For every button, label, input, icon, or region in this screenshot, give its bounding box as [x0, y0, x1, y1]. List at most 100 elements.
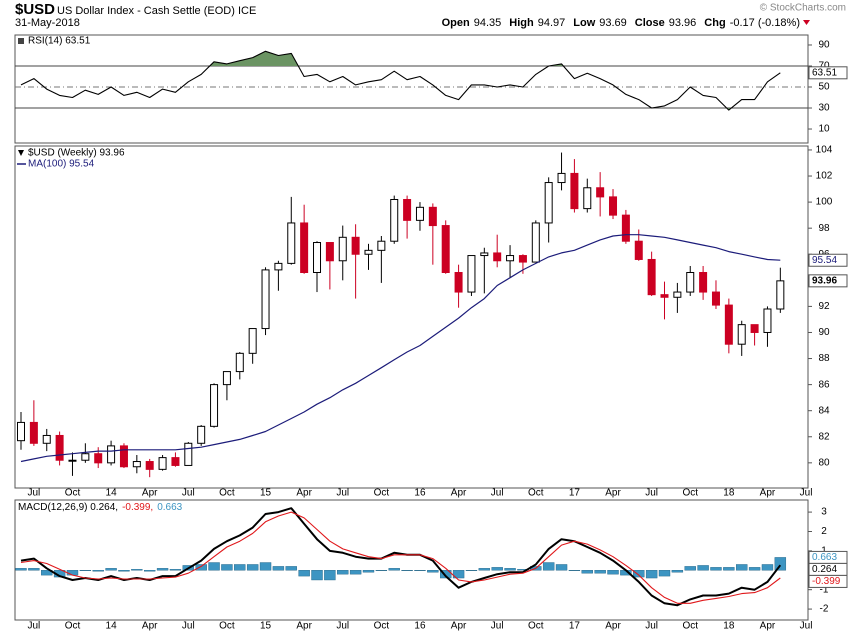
candle-body	[338, 236, 347, 262]
candle-body	[274, 262, 283, 271]
x-tick-label: Oct	[682, 488, 698, 499]
candle-body	[724, 304, 733, 345]
quote-value: 94.97	[538, 17, 566, 29]
candle-body	[596, 187, 605, 198]
candle-body	[261, 269, 270, 330]
x-tick-label: Jul	[645, 621, 658, 632]
quote: Open 94.35 High 94.97 Low 93.69 Close 93.96 Chg -…	[442, 17, 800, 29]
candle-body	[55, 434, 64, 461]
candle-body	[583, 187, 592, 210]
value-box-label: 0.264	[812, 564, 837, 575]
y-tick-label: 100	[816, 197, 833, 208]
x-tick-label: 15	[260, 621, 272, 632]
candle-body	[158, 457, 167, 470]
candle-body	[171, 457, 180, 466]
candle-body	[248, 328, 257, 354]
candle-body	[686, 272, 695, 293]
histogram-bar	[28, 568, 40, 571]
candle-body	[42, 434, 51, 444]
candle-body	[673, 291, 682, 298]
rsi-band-fill	[209, 51, 564, 66]
moving-average	[20, 234, 781, 463]
histogram-bar	[15, 568, 27, 571]
rsi-legend: RSI(14) 63.51	[28, 36, 91, 47]
y-tick-label: 70	[818, 61, 830, 72]
macd-line	[20, 507, 782, 607]
candle-body	[518, 255, 527, 263]
histogram-bar	[542, 562, 555, 571]
x-tick-label: Jul	[182, 621, 195, 632]
candle-body	[81, 453, 90, 461]
histogram-bar	[710, 567, 722, 571]
histogram-bar	[761, 564, 774, 571]
candle-body	[197, 425, 206, 444]
histogram-bar	[311, 570, 323, 581]
histogram-bar	[169, 569, 182, 571]
x-tick-label: Jul	[491, 488, 504, 499]
candle-body	[132, 461, 141, 468]
histogram-bar	[401, 570, 413, 571]
value-box-label: 93.96	[812, 275, 837, 286]
candle-body	[313, 242, 322, 274]
symbol: $USD	[15, 1, 55, 18]
histogram-bar	[234, 564, 246, 571]
candle-body	[390, 198, 399, 242]
histogram-bar	[594, 570, 606, 574]
histogram-bar	[607, 570, 619, 575]
candle-body	[107, 445, 116, 464]
histogram-bar	[633, 570, 645, 578]
value-box	[808, 274, 848, 288]
quote-label: Low	[573, 17, 595, 29]
candle-body	[145, 461, 154, 470]
y-tick-label: 30	[818, 103, 830, 114]
candle-body	[222, 371, 231, 386]
histogram-bar	[697, 565, 709, 571]
candle-body	[570, 172, 579, 210]
price-legend: $USD (Weekly) 93.96	[28, 148, 125, 159]
y-tick-label: 98	[818, 223, 830, 234]
rsi-line	[20, 50, 781, 111]
x-tick-label: Jul	[491, 621, 504, 632]
histogram-bar	[92, 570, 104, 572]
candle-body	[17, 421, 25, 442]
histogram-bar	[298, 570, 310, 577]
instrument-name: US Dollar Index - Cash Settle (EOD) ICE	[57, 5, 256, 17]
histogram-bar	[774, 557, 787, 571]
x-tick-label: Jul	[336, 488, 349, 499]
candle-body	[531, 222, 540, 263]
candle-body	[544, 182, 553, 224]
x-tick-label: Apr	[451, 488, 467, 499]
y-tick-label: 104	[816, 145, 833, 156]
rsi-panel	[14, 34, 809, 144]
candle-body	[493, 252, 502, 262]
histogram-bar	[79, 570, 92, 571]
y-tick-label: 88	[818, 353, 830, 364]
histogram-bar	[491, 567, 503, 571]
x-tick-label: Apr	[142, 621, 158, 632]
x-tick-label: 16	[414, 488, 426, 499]
x-tick-label: Apr	[760, 621, 776, 632]
macd-legend-part: 0.663	[157, 502, 182, 513]
x-tick-label: Oct	[528, 488, 544, 499]
value-box	[808, 253, 848, 267]
x-tick-label: Oct	[528, 621, 544, 632]
x-tick-label: Apr	[142, 488, 158, 499]
candle-body	[287, 222, 296, 264]
quote-value: 93.69	[599, 17, 627, 29]
y-tick-label: 102	[816, 171, 833, 182]
histogram-bar	[259, 562, 272, 571]
x-tick-label: 16	[414, 621, 426, 632]
candle-body	[737, 324, 746, 345]
histogram-bar	[131, 569, 143, 571]
candle-body	[557, 172, 566, 184]
x-tick-label: Apr	[605, 488, 621, 499]
copyright: © StockCharts.com	[760, 3, 846, 14]
value-box-label: 0.663	[812, 552, 837, 563]
candle-body	[609, 196, 618, 216]
x-tick-label: Apr	[605, 621, 621, 632]
histogram-bar	[156, 568, 169, 571]
quote-value: 93.96	[669, 17, 697, 29]
macd-legend-part: -0.399,	[122, 502, 153, 513]
